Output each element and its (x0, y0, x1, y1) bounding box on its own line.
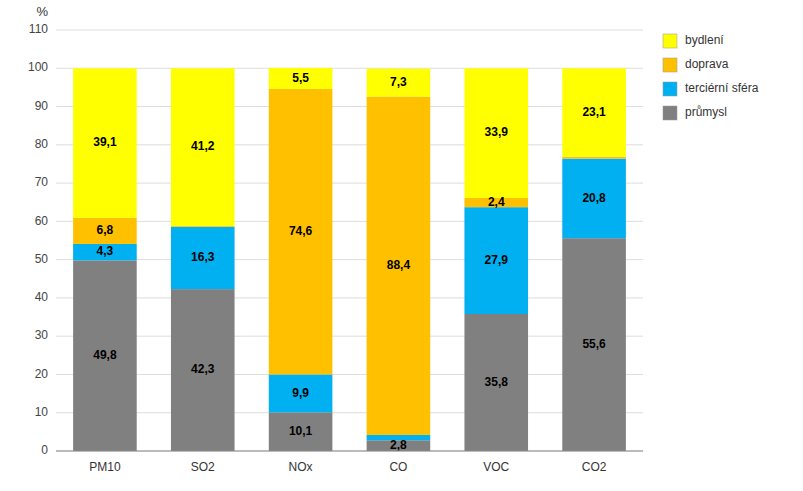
data-label: 2,8 (390, 438, 407, 452)
legend-label: doprava (685, 57, 729, 71)
grid-line (56, 259, 643, 260)
data-label: 23,1 (582, 105, 606, 119)
data-label: 42,3 (191, 362, 215, 376)
data-label: 10,1 (289, 424, 313, 438)
bars (73, 68, 626, 451)
y-axis-label: % (36, 4, 48, 19)
bar-segment (269, 68, 333, 89)
legend-swatch (663, 58, 677, 72)
legend: bydlení doprava terciérní sféra průmysl (663, 33, 759, 120)
bar-segment (562, 68, 626, 156)
data-label: 55,6 (582, 337, 606, 351)
grid-line (56, 68, 643, 69)
grid-line (56, 144, 643, 145)
grid-line (56, 374, 643, 375)
x-tick-label: CO2 (582, 460, 607, 474)
bar-segment (464, 207, 528, 314)
bar-segment (367, 69, 431, 97)
grid-line (56, 451, 643, 452)
bar-segment (269, 374, 333, 412)
grid-line (56, 221, 643, 222)
y-tick-label: 80 (35, 137, 49, 151)
y-tick-label: 70 (35, 175, 49, 189)
grid-line (56, 30, 643, 31)
grid-line (56, 183, 643, 184)
x-tick-label: VOC (483, 460, 509, 474)
y-tick-label: 10 (35, 405, 49, 419)
bar-segment (269, 89, 333, 375)
y-axis: 0 10 20 30 40 50 60 70 80 90 100 110 (28, 22, 48, 457)
bar-segment (269, 412, 333, 451)
chart-svg: 0 10 20 30 40 50 60 70 80 90 100 110% 49,8 42,3 10,1 2,… (0, 0, 803, 491)
y-tick-label: 20 (35, 367, 49, 381)
y-tick-label: 90 (35, 99, 49, 113)
y-tick-label: 100 (28, 60, 48, 74)
bar-segment (367, 97, 431, 435)
x-tick-label: PM10 (89, 460, 121, 474)
legend-label: bydlení (685, 33, 724, 47)
bar-segment (562, 157, 626, 159)
y-tick-label: 40 (35, 290, 49, 304)
bar-segment (562, 159, 626, 239)
bar-segment (73, 68, 137, 218)
bar-segment (171, 227, 235, 289)
grid (56, 30, 643, 451)
grid-line (56, 297, 643, 298)
y-tick-label: 30 (35, 328, 49, 342)
data-label: 33,9 (485, 125, 509, 139)
grid-line (56, 106, 643, 107)
data-labels: 49,8 42,3 10,1 2,8 35,8 55,6 4,3 16,3 9,9 27,9 20,… (93, 71, 606, 452)
data-label: 41,2 (191, 139, 215, 153)
y-tick-label: 0 (41, 443, 48, 457)
legend-swatch (663, 34, 677, 48)
grid-line (56, 412, 643, 413)
bar-segment (73, 218, 137, 244)
data-label: 6,8 (97, 223, 114, 237)
x-axis: PM10 SO2 NOx CO VOC CO2 (56, 451, 643, 474)
legend-label: terciérní sféra (685, 81, 759, 95)
y-tick-label: 110 (29, 22, 48, 36)
bar-segment (562, 238, 626, 451)
data-label: 5,5 (292, 71, 309, 85)
legend-swatch (663, 106, 677, 120)
legend-label: průmysl (685, 105, 727, 119)
bar-segment (171, 289, 235, 451)
data-label: 27,9 (485, 253, 509, 267)
x-tick-label: CO (389, 460, 407, 474)
x-tick-label: NOx (289, 460, 313, 474)
data-label: 4,3 (97, 244, 114, 258)
data-label: 9,9 (292, 386, 309, 400)
bar-segment (171, 68, 235, 226)
data-label: 20,8 (582, 191, 606, 205)
x-tick-label: SO2 (191, 460, 215, 474)
grid-line (56, 336, 643, 337)
y-tick-label: 60 (35, 214, 49, 228)
bar-segment (464, 68, 528, 198)
bar-segment (73, 244, 137, 260)
y-tick-label: 50 (35, 252, 49, 266)
legend-swatch (663, 82, 677, 96)
bar-segment (464, 314, 528, 451)
data-label: 74,6 (289, 224, 313, 238)
data-label: 49,8 (93, 348, 117, 362)
bar-segment (73, 260, 137, 451)
data-label: 35,8 (485, 375, 509, 389)
data-label: 7,3 (390, 75, 407, 89)
data-label: 88,4 (387, 258, 411, 272)
data-label: 39,1 (93, 135, 117, 149)
x-axis-line (56, 451, 643, 452)
chart-container: 0 10 20 30 40 50 60 70 80 90 100 110% 49,8 42,3 10,1 2,… (0, 0, 803, 491)
data-label: 2,4 (488, 195, 505, 209)
data-label: 16,3 (191, 250, 215, 264)
